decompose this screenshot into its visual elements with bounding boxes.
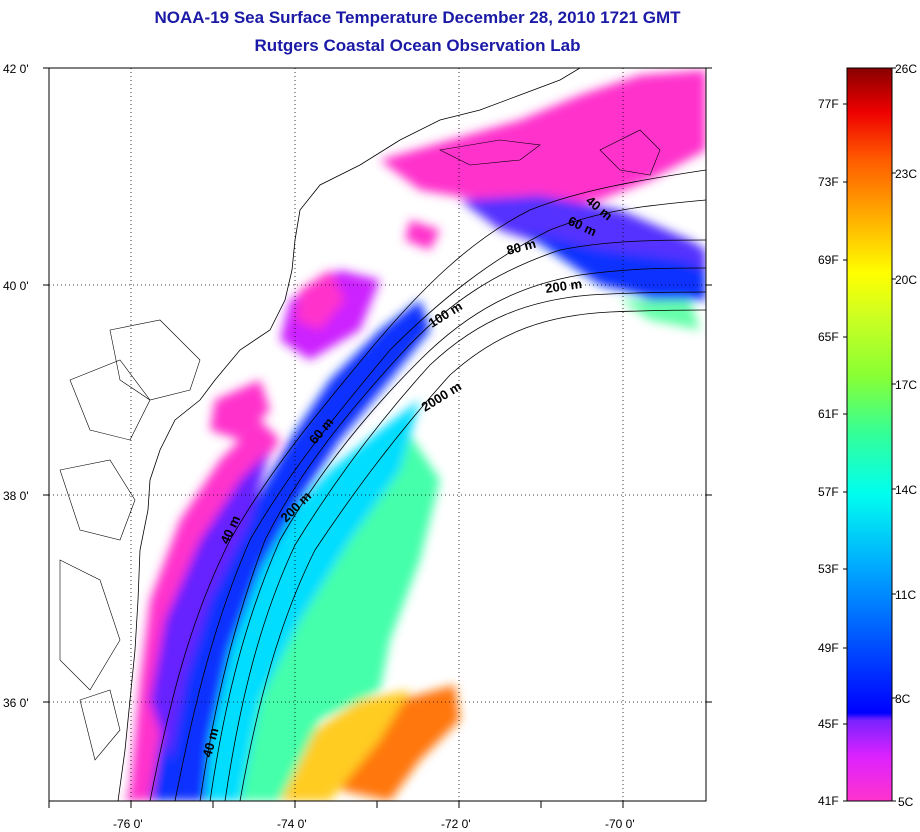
lat-label-42: 42 0' xyxy=(3,62,29,76)
coastline xyxy=(49,68,581,801)
chart-subtitle: Rutgers Coastal Ocean Observation Lab xyxy=(254,36,581,55)
depth-label: 200 m xyxy=(544,276,583,296)
map-grid xyxy=(49,68,706,801)
lon-label-76: -76 0' xyxy=(113,817,143,831)
lat-label-38: 38 0' xyxy=(3,489,29,503)
map-ticks xyxy=(43,67,712,808)
colorbar-c-label: 14C xyxy=(895,483,917,497)
colorbar-f-label: 61F xyxy=(818,407,839,421)
colorbar-f-label: 77F xyxy=(818,97,839,111)
lon-label-72: -72 0' xyxy=(441,817,471,831)
lon-label-70: -70 0' xyxy=(605,817,635,831)
colorbar-f-label: 57F xyxy=(818,485,839,499)
colorbar-f-label: 53F xyxy=(818,562,839,576)
colorbar-c-label: 11C xyxy=(895,588,916,602)
colorbar-c-label: 26C xyxy=(895,62,917,76)
lon-label-74: -74 0' xyxy=(277,817,307,831)
colorbar-c-label: 8C xyxy=(895,692,911,706)
colorbar-gradient xyxy=(846,67,893,802)
colorbar-f-label: 45F xyxy=(818,717,839,731)
colorbar-f-label: 69F xyxy=(818,253,839,267)
colorbar-c-label: 17C xyxy=(895,378,917,392)
colorbar-c-label: 23C xyxy=(895,167,917,181)
chart-title: NOAA-19 Sea Surface Temperature December… xyxy=(154,8,681,27)
lat-label-40: 40 0' xyxy=(3,279,29,293)
colorbar: 77F 73F 69F 65F 61F 57F 53F 49F 45F 41F … xyxy=(818,62,917,809)
depth-label: 40 m xyxy=(199,726,221,759)
colorbar-f-label: 49F xyxy=(818,641,839,655)
colorbar-c-label: 5C xyxy=(898,795,914,809)
lat-label-36: 36 0' xyxy=(3,696,29,710)
colorbar-f-label: 73F xyxy=(818,175,839,189)
colorbar-f-label: 41F xyxy=(818,794,839,808)
sst-map-area xyxy=(49,68,706,801)
colorbar-c-label: 20C xyxy=(895,273,917,287)
colorbar-f-label: 65F xyxy=(818,330,839,344)
bathymetry-contours xyxy=(149,169,706,801)
depth-label: 80 m xyxy=(505,236,538,258)
